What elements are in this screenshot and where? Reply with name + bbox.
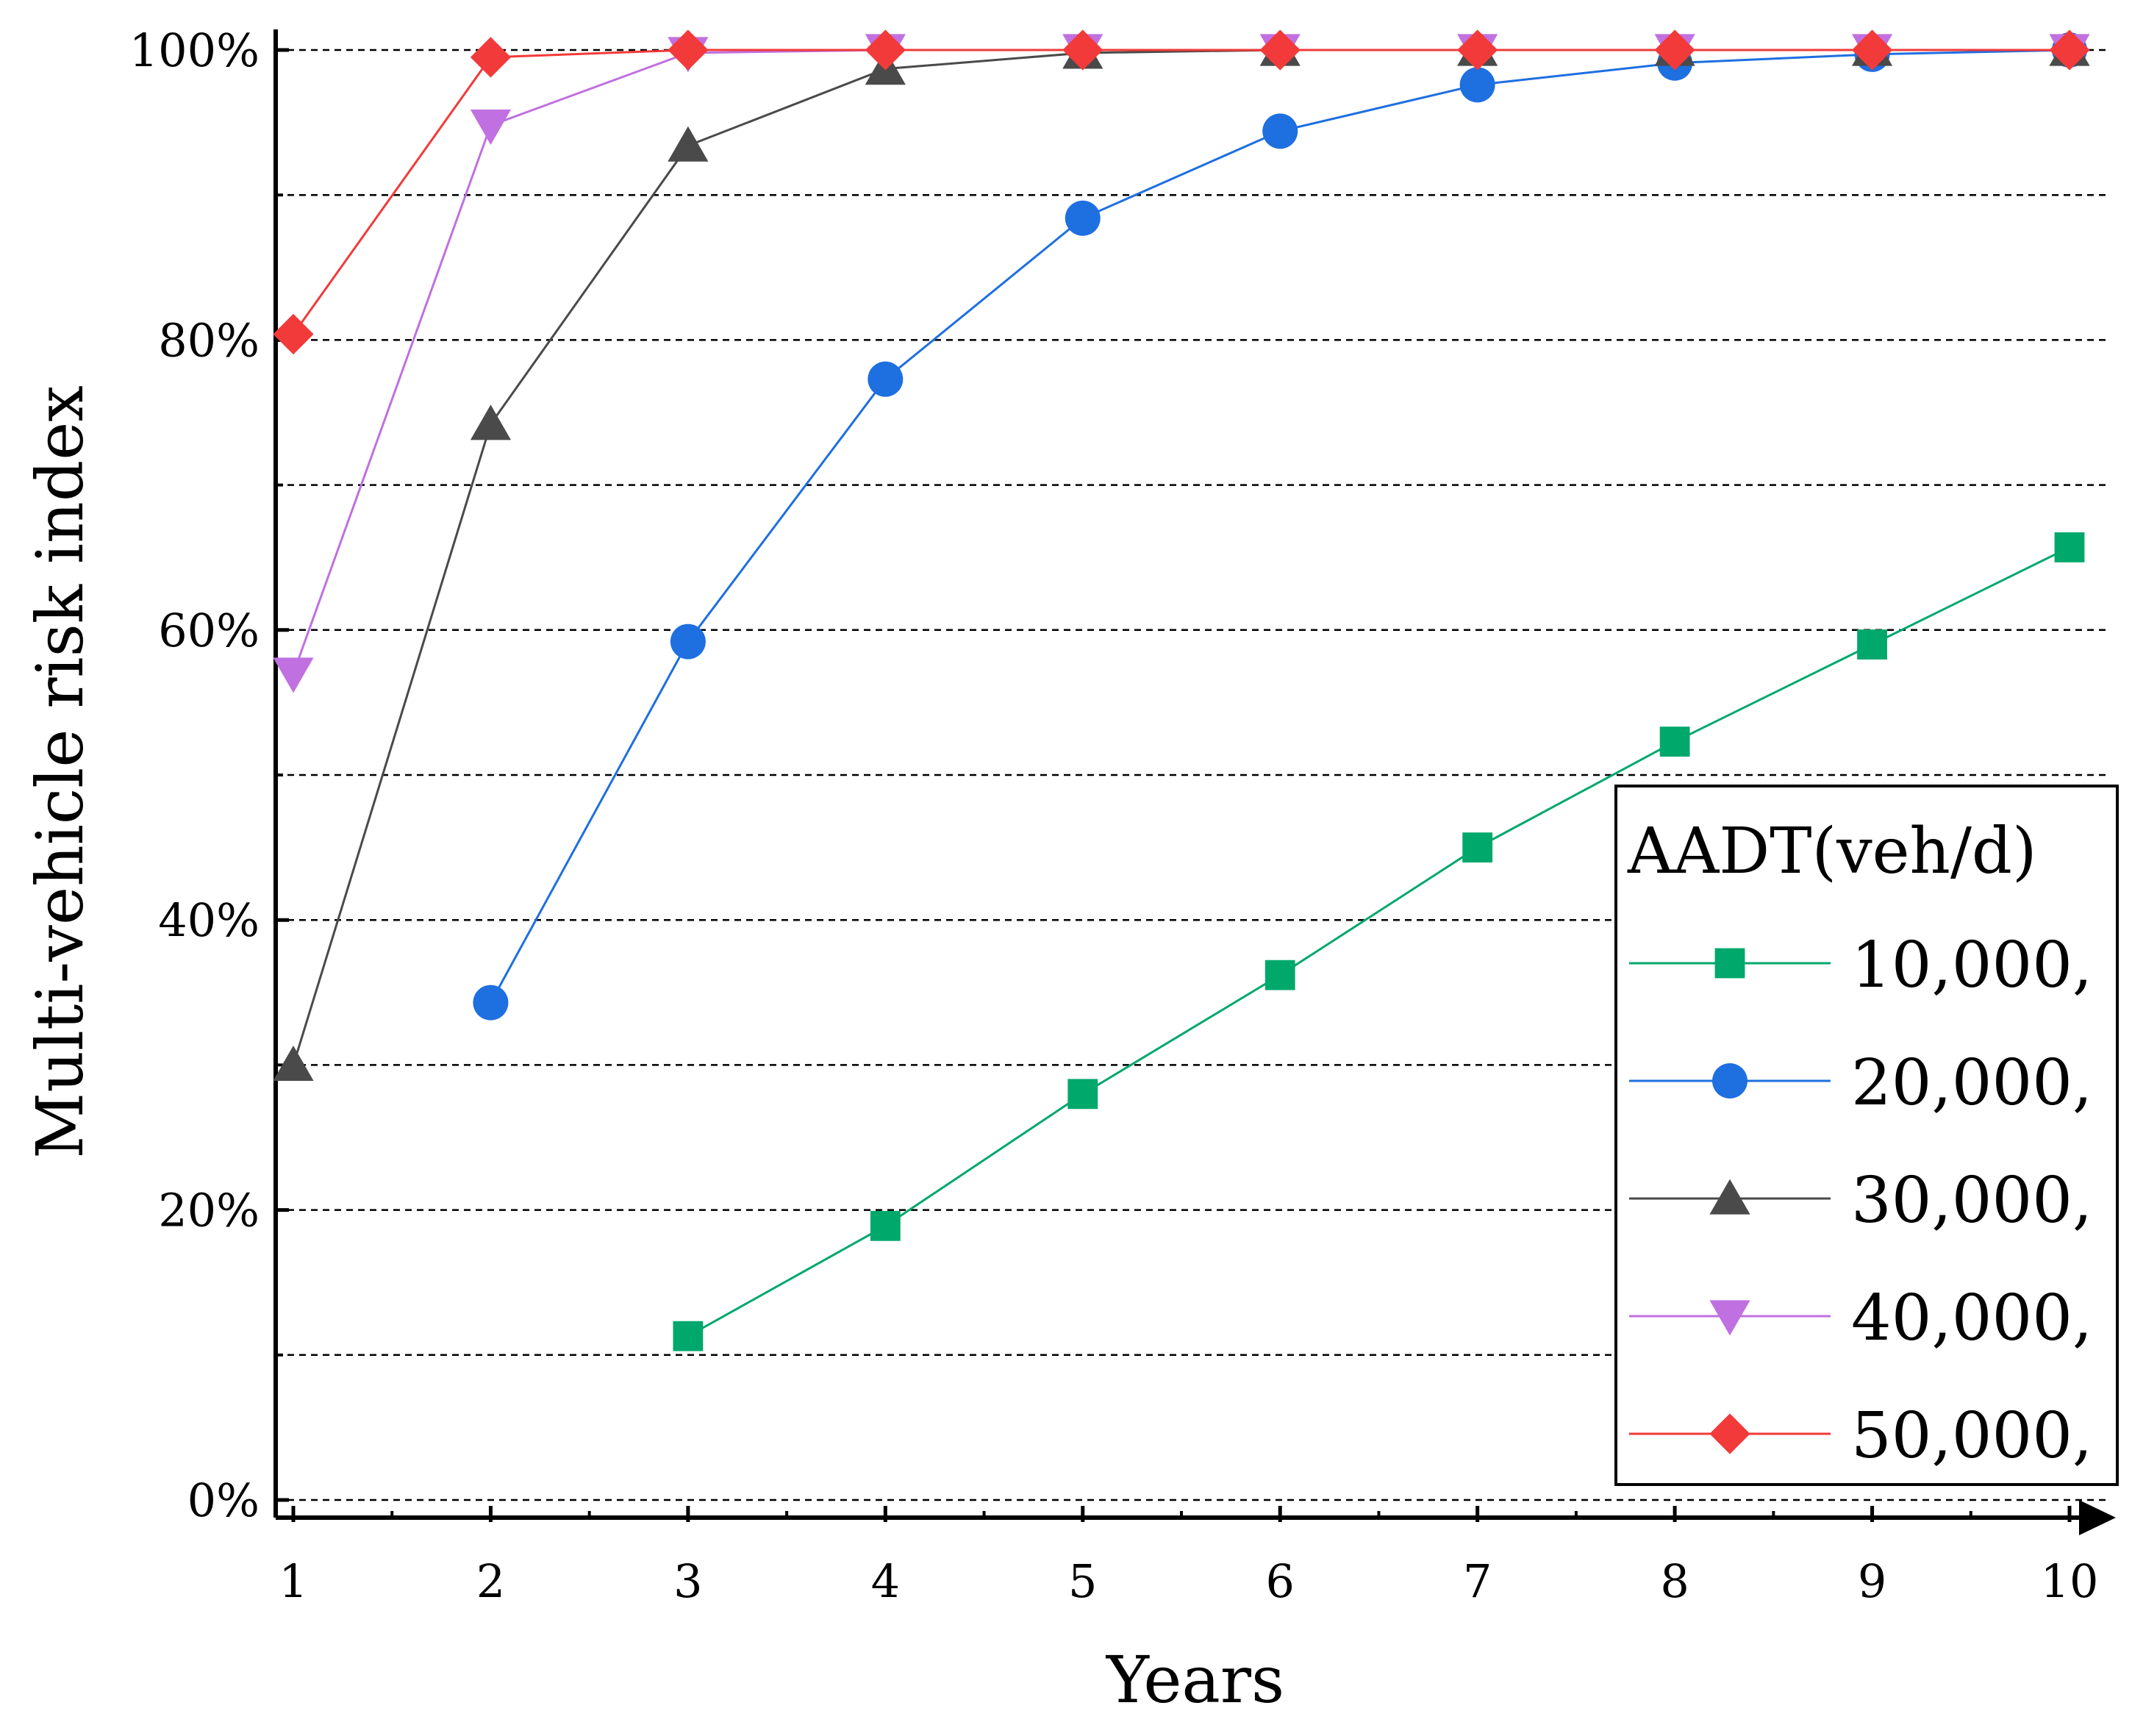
data-point <box>1067 1079 1098 1110</box>
legend-marker <box>1709 1179 1750 1215</box>
data-point <box>668 126 709 162</box>
data-point <box>273 657 314 693</box>
data-point <box>870 1210 901 1241</box>
data-point <box>273 313 314 355</box>
series-line <box>687 546 2070 1337</box>
x-tick-label: 3 <box>673 1554 702 1608</box>
legend-box <box>1614 785 2119 1486</box>
axes <box>273 29 2116 1535</box>
data-point <box>1457 29 1498 71</box>
data-point <box>470 37 512 78</box>
data-point <box>865 29 906 71</box>
data-point <box>868 361 904 397</box>
legend-label: 30,000, <box>1851 1164 2092 1237</box>
legend-entry: 20,000, <box>1629 1046 2092 1120</box>
data-point <box>1062 29 1103 71</box>
data-point <box>1654 29 1695 71</box>
x-tick-label: 2 <box>476 1554 505 1608</box>
x-axis-arrow <box>2079 1500 2116 1535</box>
legend-entry: 30,000, <box>1629 1164 2092 1237</box>
y-tick-label: 0% <box>187 1474 260 1527</box>
y-axis-title: Multi-vehicle risk index <box>22 385 98 1159</box>
data-point <box>2054 532 2085 562</box>
legend-label: 20,000, <box>1851 1046 2092 1120</box>
legend-marker <box>1709 1413 1750 1454</box>
data-series <box>273 29 2090 1351</box>
legend-label: 50,000, <box>1851 1399 2092 1473</box>
y-tick-label: 60% <box>158 604 260 657</box>
data-point <box>1851 29 1893 71</box>
data-point <box>673 1321 704 1351</box>
data-point <box>470 404 512 440</box>
y-tick-label: 20% <box>158 1184 260 1237</box>
data-point <box>273 1046 314 1081</box>
data-point <box>1065 200 1101 236</box>
data-point <box>2049 29 2090 71</box>
x-tick-label: 9 <box>1858 1554 1886 1608</box>
data-point <box>1262 113 1298 149</box>
x-tick-label: 6 <box>1265 1554 1294 1608</box>
y-tick-label: 40% <box>158 893 260 947</box>
tick-labels: 0% 20% 40% 60% 80% 100% 1 2 3 4 5 6 7 8 9 10 <box>129 24 2099 1608</box>
legend: AADT(veh/d) 10,000, 20,000, 30,000, 40,000, 5… <box>1614 785 2119 1486</box>
legend-marker <box>1714 948 1745 979</box>
y-tick-label: 100% <box>129 24 260 77</box>
series-50000 <box>273 29 2090 355</box>
x-axis-title: Years <box>1106 1642 1284 1718</box>
data-point <box>1459 67 1495 103</box>
x-tick-label: 5 <box>1068 1554 1097 1608</box>
data-point <box>670 624 706 660</box>
legend-entry: 10,000, <box>1629 929 2092 1002</box>
x-tick-label: 8 <box>1660 1554 1689 1608</box>
data-point <box>668 29 709 71</box>
data-point <box>1259 29 1301 71</box>
series-line <box>292 49 2070 335</box>
x-tick-label: 4 <box>871 1554 900 1608</box>
legend-marker <box>1709 1300 1750 1336</box>
legend-label: 40,000, <box>1851 1282 2092 1355</box>
data-point <box>1462 832 1493 862</box>
legend-marker <box>1712 1063 1748 1099</box>
legend-label: 10,000, <box>1851 929 2092 1002</box>
data-point <box>1264 960 1295 990</box>
legend-entry: 40,000, <box>1629 1282 2092 1355</box>
data-point <box>1659 726 1690 757</box>
data-point <box>470 109 512 145</box>
x-tick-label: 7 <box>1463 1554 1492 1608</box>
series-10000 <box>673 532 2085 1351</box>
data-point <box>473 985 509 1021</box>
x-tick-label: 1 <box>279 1554 307 1608</box>
legend-entry: 50,000, <box>1629 1399 2092 1473</box>
legend-title: AADT(veh/d) <box>1627 815 2037 888</box>
x-tick-label: 10 <box>2041 1554 2099 1608</box>
data-point <box>1857 629 1887 660</box>
y-tick-label: 80% <box>158 313 260 367</box>
